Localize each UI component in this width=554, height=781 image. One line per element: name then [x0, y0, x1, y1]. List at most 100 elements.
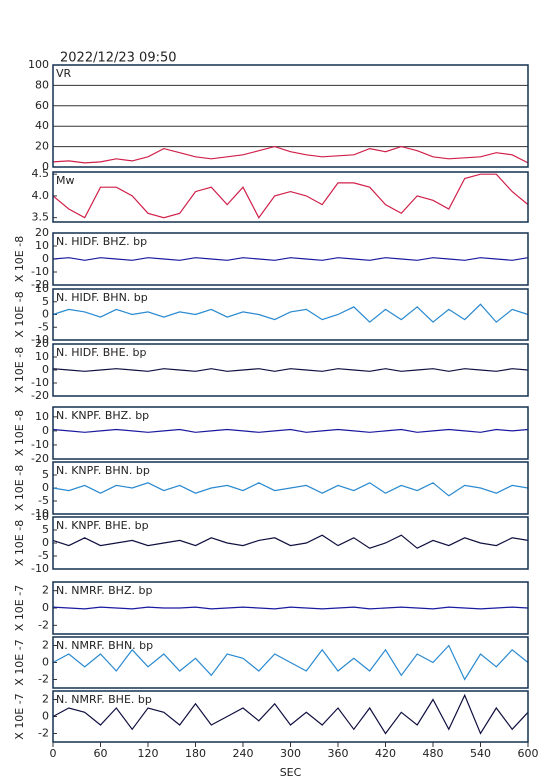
y-tick-label: -10: [31, 438, 49, 451]
y-tick-label: 10: [35, 350, 49, 363]
panel-label: N. KNPF. BHE. bp: [56, 519, 149, 532]
y-tick-label: 20: [35, 140, 49, 153]
trace: [52, 145, 529, 164]
y-axis-label: X 10E -7: [13, 693, 26, 739]
y-tick-label: 2: [42, 693, 49, 706]
y-tick-label: 60: [35, 99, 49, 112]
panel-label: N. HIDF. BHN. bp: [56, 291, 148, 304]
trace: [52, 303, 529, 323]
y-axis-label: X 10E -8: [13, 291, 26, 337]
panel-label: N. NMRF. BHE. bp: [56, 693, 152, 706]
y-tick-label: -10: [31, 507, 49, 520]
panel-label: N. NMRF. BHN. bp: [56, 639, 153, 652]
trace: [52, 693, 529, 735]
y-tick-label: 20: [35, 337, 49, 350]
panel-label: N. HIDF. BHZ. bp: [56, 235, 147, 248]
y-tick-label: 40: [35, 119, 49, 132]
panel-frame: [52, 171, 529, 223]
y-tick-label: 2: [42, 639, 49, 652]
y-tick-label: 100: [28, 58, 49, 71]
x-tick-label: 300: [280, 747, 301, 760]
panel-label: VR: [56, 67, 72, 80]
y-tick-label: 4.0: [32, 189, 50, 202]
y-tick-label: 0: [42, 601, 49, 614]
y-tick-label: 0: [42, 308, 49, 321]
y-tick-label: 5: [42, 468, 49, 481]
panel-frame: [52, 288, 529, 341]
panel-frame: [52, 232, 529, 286]
y-tick-label: -2: [38, 673, 49, 686]
y-tick-label: -5: [38, 494, 49, 507]
y-tick-label: 0: [42, 160, 49, 173]
y-tick-label: 80: [35, 78, 49, 91]
x-tick-label: 600: [518, 747, 539, 760]
panel-frame: [52, 64, 529, 168]
trace: [52, 428, 529, 433]
y-tick-label: -2: [38, 618, 49, 631]
y-tick-label: 5: [42, 523, 49, 536]
x-tick-label: 240: [233, 747, 254, 760]
y-tick-label: -2: [38, 727, 49, 740]
y-tick-label: 3.5: [32, 211, 50, 224]
y-tick-label: -10: [31, 376, 49, 389]
y-tick-label: -5: [38, 320, 49, 333]
x-tick-label: 360: [328, 747, 349, 760]
y-tick-label: 0: [42, 481, 49, 494]
x-tick-label: 180: [185, 747, 206, 760]
panel-label: N. HIDF. BHE. bp: [56, 346, 147, 359]
panel-frame: [52, 343, 529, 397]
x-tick-label: 120: [138, 747, 159, 760]
trace: [52, 534, 529, 549]
y-tick-label: 5: [42, 295, 49, 308]
y-tick-label: 0: [42, 424, 49, 437]
y-tick-label: -20: [31, 452, 49, 465]
panel-frame: [52, 581, 529, 635]
y-tick-label: -10: [31, 265, 49, 278]
panel-frame: [52, 516, 529, 570]
panel-label: N. NMRF. BHZ. bp: [56, 584, 152, 597]
y-tick-label: -5: [38, 549, 49, 562]
x-tick-label: 60: [94, 747, 108, 760]
panel-frame: [52, 636, 529, 689]
x-tick-label: 0: [50, 747, 57, 760]
panel-frame: [52, 461, 529, 515]
y-tick-label: 10: [35, 282, 49, 295]
x-tick-label: 540: [470, 747, 491, 760]
y-tick-label: 0: [42, 656, 49, 669]
y-axis-label: X 10E -8: [13, 410, 26, 456]
y-axis-label: X 10E -7: [13, 639, 26, 685]
panel-label: N. KNPF. BHN. bp: [56, 464, 150, 477]
x-tick-label: 480: [423, 747, 444, 760]
panel-label: Mw: [56, 174, 75, 187]
y-tick-label: 0: [42, 363, 49, 376]
x-tick-label: 420: [375, 747, 396, 760]
y-axis-label: X 10E -8: [13, 236, 26, 282]
y-tick-label: -10: [31, 562, 49, 575]
y-tick-label: -10: [31, 333, 49, 346]
trace: [52, 482, 529, 497]
y-axis-label: X 10E -8: [13, 347, 26, 393]
y-tick-label: 2: [42, 584, 49, 597]
y-axis-label: X 10E -8: [13, 465, 26, 511]
panel-frame: [52, 406, 529, 460]
trace: [52, 644, 529, 681]
y-tick-label: 4.5: [32, 167, 50, 180]
y-tick-label: 0: [42, 252, 49, 265]
y-tick-label: 0: [42, 710, 49, 723]
y-axis-label: X 10E -8: [13, 520, 26, 566]
y-tick-label: -20: [31, 389, 49, 402]
y-tick-label: 0: [42, 536, 49, 549]
y-tick-label: 10: [35, 239, 49, 252]
chart-title: 2022/12/23 09:50: [60, 51, 177, 66]
trace: [52, 606, 529, 610]
y-tick-label: -20: [31, 278, 49, 291]
trace: [52, 368, 529, 372]
x-axis-label: SEC: [280, 766, 302, 779]
y-tick-label: 20: [35, 226, 49, 239]
panel-label: N. KNPF. BHZ. bp: [56, 409, 149, 422]
y-tick-label: 10: [35, 410, 49, 423]
trace: [52, 173, 529, 219]
trace: [52, 257, 529, 261]
y-axis-label: X 10E -7: [13, 585, 26, 631]
